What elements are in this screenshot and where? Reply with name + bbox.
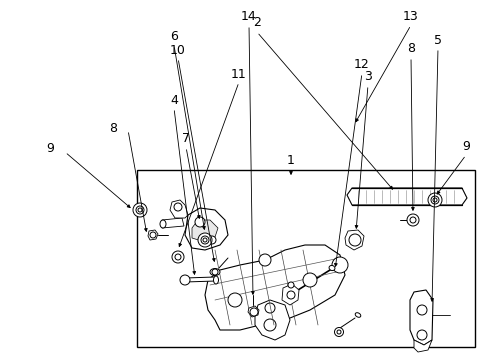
Ellipse shape: [133, 203, 147, 217]
Ellipse shape: [175, 254, 181, 260]
Text: 4: 4: [170, 94, 178, 107]
Text: 9: 9: [46, 141, 54, 154]
Polygon shape: [192, 220, 218, 242]
Ellipse shape: [201, 236, 208, 244]
Text: 12: 12: [353, 58, 369, 72]
Ellipse shape: [207, 236, 216, 244]
Text: 2: 2: [253, 17, 261, 30]
Ellipse shape: [160, 220, 165, 228]
Ellipse shape: [348, 234, 360, 246]
Ellipse shape: [334, 328, 343, 337]
Text: 3: 3: [364, 71, 371, 84]
Ellipse shape: [209, 269, 220, 275]
Ellipse shape: [203, 238, 206, 242]
Polygon shape: [413, 340, 431, 352]
Ellipse shape: [195, 217, 204, 227]
Ellipse shape: [427, 193, 441, 207]
Polygon shape: [184, 277, 216, 282]
Ellipse shape: [328, 265, 334, 271]
Ellipse shape: [336, 330, 340, 334]
Ellipse shape: [227, 293, 242, 307]
Ellipse shape: [354, 313, 360, 317]
Text: 14: 14: [241, 10, 256, 23]
Ellipse shape: [430, 196, 438, 204]
Ellipse shape: [138, 208, 142, 212]
Ellipse shape: [198, 233, 212, 247]
Ellipse shape: [213, 276, 218, 284]
Polygon shape: [282, 284, 298, 305]
Text: 9: 9: [461, 140, 469, 153]
Text: 8: 8: [109, 122, 117, 135]
Polygon shape: [204, 245, 345, 330]
Polygon shape: [170, 200, 187, 218]
Ellipse shape: [416, 305, 426, 315]
Text: 5: 5: [433, 33, 441, 46]
Ellipse shape: [286, 291, 294, 299]
Ellipse shape: [136, 206, 143, 214]
Polygon shape: [162, 218, 183, 228]
Text: 11: 11: [231, 68, 246, 81]
Polygon shape: [254, 300, 289, 340]
Text: 6: 6: [170, 31, 178, 44]
Text: 13: 13: [402, 10, 418, 23]
Polygon shape: [148, 230, 158, 240]
Text: 7: 7: [182, 132, 190, 145]
Bar: [137, 170, 474, 347]
Ellipse shape: [416, 330, 426, 340]
Ellipse shape: [259, 254, 270, 266]
Ellipse shape: [172, 251, 183, 263]
Ellipse shape: [287, 282, 293, 288]
Ellipse shape: [264, 303, 274, 313]
Polygon shape: [409, 290, 432, 345]
Ellipse shape: [264, 319, 275, 331]
Ellipse shape: [249, 308, 258, 316]
Ellipse shape: [174, 203, 182, 211]
Text: 8: 8: [406, 42, 414, 55]
Text: 1: 1: [286, 153, 294, 166]
Polygon shape: [345, 230, 363, 250]
Ellipse shape: [180, 275, 190, 285]
Ellipse shape: [406, 214, 418, 226]
Ellipse shape: [409, 217, 415, 223]
Polygon shape: [184, 208, 227, 250]
Polygon shape: [247, 306, 259, 317]
Ellipse shape: [331, 257, 347, 273]
Ellipse shape: [183, 276, 188, 284]
Polygon shape: [346, 188, 466, 205]
Ellipse shape: [150, 232, 156, 238]
Ellipse shape: [432, 198, 436, 202]
Ellipse shape: [212, 269, 218, 275]
Text: 10: 10: [170, 44, 185, 57]
Ellipse shape: [303, 273, 316, 287]
